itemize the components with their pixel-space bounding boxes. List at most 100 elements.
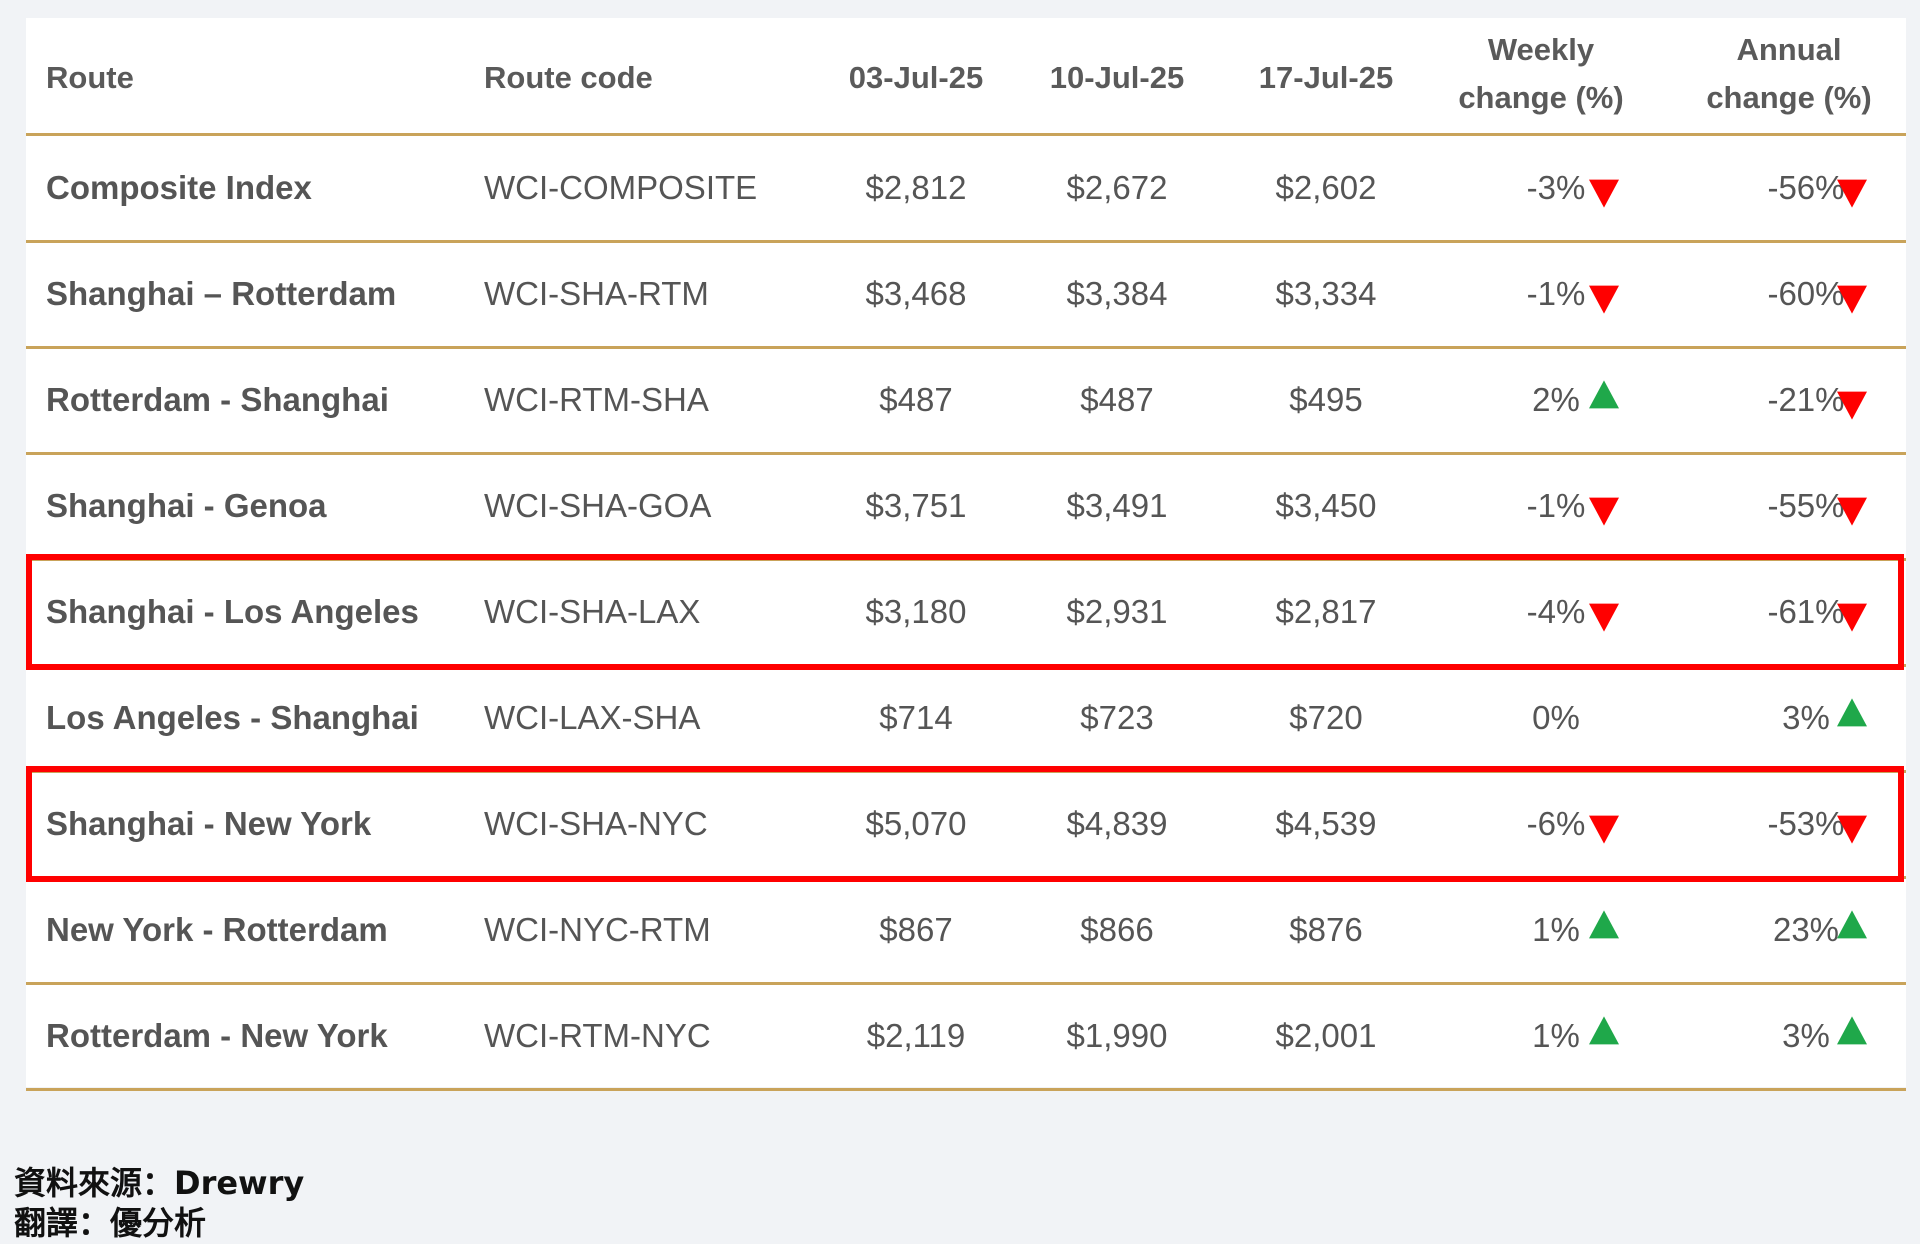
down-arrow-icon [1837, 179, 1867, 208]
route-name: New York - Rotterdam [46, 911, 388, 948]
value-date-2: $866 [1080, 911, 1154, 948]
value-date-3: $3,334 [1275, 275, 1377, 312]
table-row: New York - Rotterdam WCI-NYC-RTM $867 $866 $… [26, 878, 1906, 985]
value-date-3: $876 [1289, 911, 1363, 948]
down-arrow-icon [1589, 497, 1619, 526]
value-date-1: $714 [879, 699, 953, 736]
value-date-3: $4,539 [1275, 805, 1377, 842]
weekly-change-value: -6% [1526, 805, 1586, 842]
header-annual-line2: change (%) [1706, 80, 1872, 115]
annual-change-value: -53% [1767, 805, 1845, 842]
value-date-1: $3,751 [865, 487, 967, 524]
up-arrow-icon [1589, 910, 1619, 939]
table-row: Composite Index WCI-COMPOSITE $2,812 $2,672… [26, 136, 1906, 243]
value-date-2: $2,672 [1066, 169, 1168, 206]
route-code: WCI-SHA-RTM [484, 275, 709, 312]
up-arrow-icon [1837, 698, 1867, 727]
value-date-2: $1,990 [1066, 1017, 1168, 1054]
route-name: Shanghai - Los Angeles [46, 593, 419, 630]
route-name: Shanghai - New York [46, 805, 372, 842]
value-date-1: $3,468 [865, 275, 967, 312]
table-row: Los Angeles - Shanghai WCI-LAX-SHA $714 $72… [26, 666, 1906, 773]
down-arrow-icon [1837, 497, 1867, 526]
annual-change-value: 23% [1772, 911, 1840, 948]
up-arrow-icon [1837, 910, 1867, 939]
value-date-1: $2,812 [865, 169, 967, 206]
highlight-box [26, 766, 1904, 882]
header-route-code: Route code [484, 60, 653, 95]
route-code: WCI-NYC-RTM [484, 911, 711, 948]
route-name: Rotterdam - Shanghai [46, 381, 389, 418]
value-date-1: $3,180 [865, 593, 967, 630]
weekly-change-value: -4% [1526, 593, 1586, 630]
route-code: WCI-SHA-LAX [484, 593, 701, 630]
annual-change-value: -61% [1767, 593, 1845, 630]
value-date-3: $2,602 [1275, 169, 1377, 206]
value-date-1: $5,070 [865, 805, 967, 842]
value-date-2: $3,384 [1066, 275, 1168, 312]
table-row: Rotterdam - New York WCI-RTM-NYC $2,119 $1,… [26, 984, 1906, 1091]
up-arrow-icon [1589, 1016, 1619, 1045]
annual-change-value: 3% [1782, 699, 1830, 736]
down-arrow-icon [1837, 391, 1867, 420]
value-date-2: $3,491 [1066, 487, 1168, 524]
annual-change-value: -21% [1767, 381, 1845, 418]
route-name: Shanghai - Genoa [46, 487, 327, 524]
annual-change-value: -55% [1767, 487, 1845, 524]
route-code: WCI-SHA-GOA [484, 487, 712, 524]
route-code: WCI-COMPOSITE [484, 169, 758, 206]
highlight-box [26, 554, 1904, 670]
annual-change-value: -56% [1767, 169, 1845, 206]
value-date-3: $2,817 [1275, 593, 1377, 630]
annual-change-value: -60% [1767, 275, 1845, 312]
route-code: WCI-RTM-NYC [484, 1017, 711, 1054]
weekly-change-value: -1% [1526, 487, 1586, 524]
route-code: WCI-LAX-SHA [484, 699, 701, 736]
route-code: WCI-RTM-SHA [484, 381, 709, 418]
table-row: Shanghai - New York WCI-SHA-NYC $5,070 $4,8… [26, 772, 1906, 879]
weekly-change-value: 0% [1532, 699, 1580, 736]
table-row: Rotterdam - Shanghai WCI-RTM-SHA $487 $487 $… [26, 348, 1906, 455]
up-arrow-icon [1837, 1016, 1867, 1045]
value-date-2: $4,839 [1066, 805, 1168, 842]
table-header: Route Route code 03-Jul-25 10-Jul-25 17-… [26, 18, 1906, 136]
value-date-1: $487 [879, 381, 953, 418]
value-date-1: $867 [879, 911, 953, 948]
up-arrow-icon [1589, 380, 1619, 409]
value-date-3: $2,001 [1275, 1017, 1377, 1054]
weekly-change-value: -1% [1526, 275, 1586, 312]
header-weekly-line2: change (%) [1458, 80, 1624, 115]
value-date-3: $495 [1289, 381, 1363, 418]
rate-table: Route Route code 03-Jul-25 10-Jul-25 17-… [26, 18, 1906, 1091]
down-arrow-icon [1589, 285, 1619, 314]
header-date-1: 03-Jul-25 [848, 60, 984, 95]
header-date-3: 17-Jul-25 [1258, 60, 1394, 95]
route-name: Composite Index [46, 169, 312, 206]
route-name: Los Angeles - Shanghai [46, 699, 419, 736]
weekly-change-value: 1% [1532, 1017, 1580, 1054]
route-name: Rotterdam - New York [46, 1017, 388, 1054]
value-date-1: $2,119 [866, 1017, 966, 1054]
footer-source: 資料來源：Drewry [14, 1164, 305, 1202]
route-code: WCI-SHA-NYC [484, 805, 708, 842]
value-date-3: $3,450 [1275, 487, 1377, 524]
down-arrow-icon [1837, 603, 1867, 632]
header-annual-change: Annual change (%) [1674, 26, 1904, 122]
header-date-2: 10-Jul-25 [1049, 60, 1185, 95]
table-row: Shanghai – Rotterdam WCI-SHA-RTM $3,468 $3,… [26, 242, 1906, 349]
down-arrow-icon [1837, 815, 1867, 844]
weekly-change-value: -3% [1526, 169, 1586, 206]
footer-translation: 翻譯：優分析 [14, 1204, 207, 1242]
value-date-3: $720 [1289, 699, 1363, 736]
value-date-2: $487 [1080, 381, 1154, 418]
route-name: Shanghai – Rotterdam [46, 275, 397, 312]
header-weekly-change: Weekly change (%) [1426, 26, 1656, 122]
header-annual-line1: Annual [1736, 32, 1842, 67]
down-arrow-icon [1589, 603, 1619, 632]
annual-change-value: 3% [1782, 1017, 1830, 1054]
down-arrow-icon [1589, 179, 1619, 208]
value-date-2: $2,931 [1066, 593, 1168, 630]
down-arrow-icon [1837, 285, 1867, 314]
header-route: Route [46, 60, 134, 95]
header-weekly-line1: Weekly [1487, 32, 1595, 67]
